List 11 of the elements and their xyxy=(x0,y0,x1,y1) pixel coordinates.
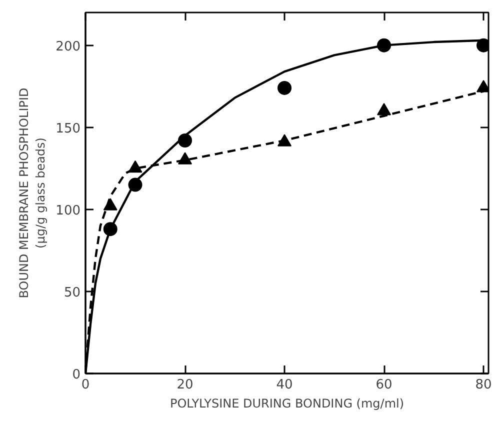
x-tick-label: 80 xyxy=(475,378,492,392)
y-tick-label: 50 xyxy=(64,285,81,300)
y-tick-label: 150 xyxy=(56,121,81,136)
y-tick-label: 200 xyxy=(56,39,81,54)
x-tick-label: 20 xyxy=(176,378,194,392)
x-tick-label: 40 xyxy=(276,378,293,392)
y-tick-label: 0 xyxy=(72,368,81,382)
y-tick-label: 100 xyxy=(56,203,81,218)
x-axis-title: POLYLYSINE DURING BONDING (mg/ml) xyxy=(170,396,404,410)
x-tick-label: 60 xyxy=(376,378,392,392)
y-axis-title: BOUND MEMBRANE PHOSPHOLIPID (µg/g glass beads) xyxy=(16,88,48,298)
